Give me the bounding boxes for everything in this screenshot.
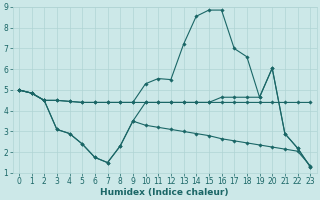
X-axis label: Humidex (Indice chaleur): Humidex (Indice chaleur) xyxy=(100,188,229,197)
